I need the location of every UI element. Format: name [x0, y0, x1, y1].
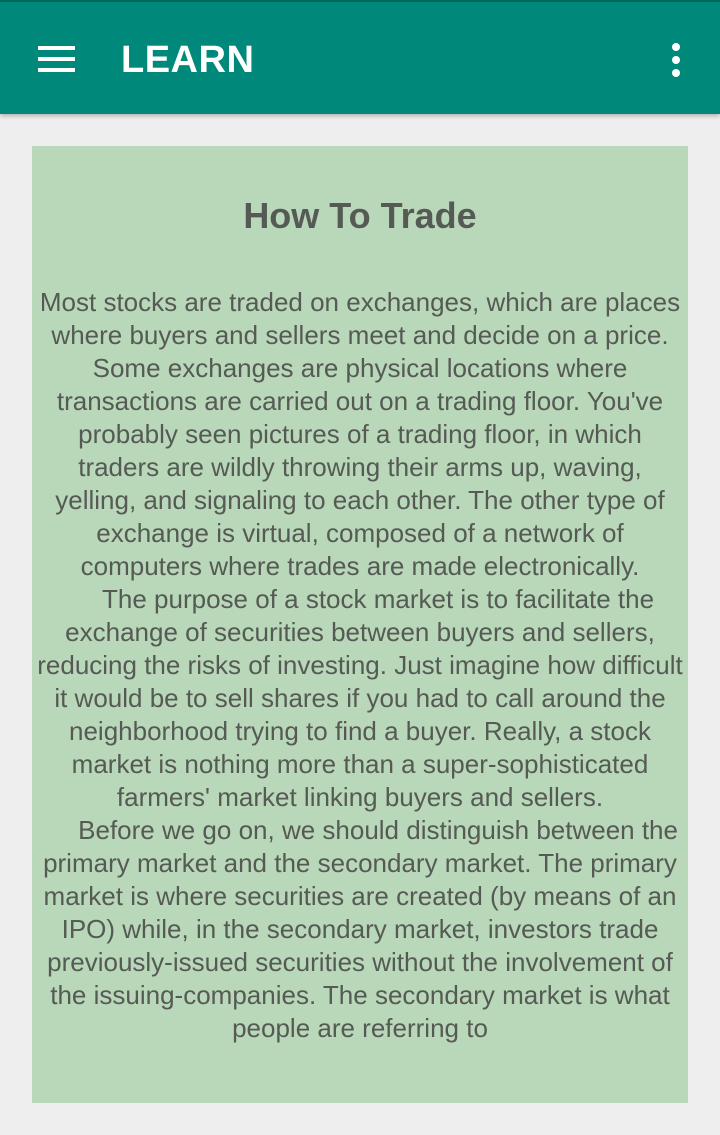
- article-card[interactable]: How To Trade Most stocks are traded on e…: [32, 146, 688, 1103]
- article-paragraph: Most stocks are traded on exchanges, whi…: [39, 287, 681, 581]
- article-body: Most stocks are traded on exchanges, whi…: [32, 286, 688, 1045]
- status-bar-edge: [0, 0, 720, 2]
- article-paragraph: The purpose of a stock market is to faci…: [37, 584, 683, 812]
- app-title: LEARN: [121, 39, 255, 81]
- more-vertical-icon[interactable]: [664, 42, 688, 78]
- article-paragraph: Before we go on, we should distinguish b…: [43, 815, 678, 1043]
- hamburger-menu-icon[interactable]: [38, 46, 75, 72]
- article-title: How To Trade: [243, 195, 477, 236]
- app-bar: LEARN: [0, 2, 720, 114]
